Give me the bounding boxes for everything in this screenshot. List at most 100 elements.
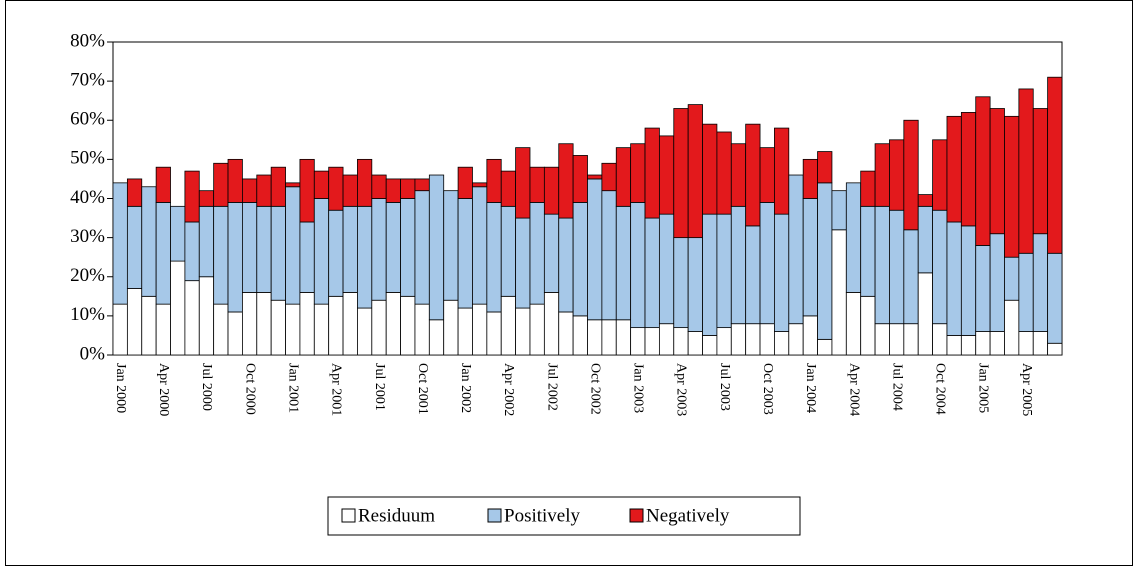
x-tick-label: Jul 2000 (199, 363, 214, 411)
bar-segment (529, 202, 545, 305)
bar-segment (285, 303, 301, 356)
bar-segment (285, 186, 301, 305)
x-tick-label: Jan 2001 (286, 363, 301, 413)
bar-segment (903, 229, 919, 325)
bar-segment (759, 202, 775, 325)
x-tick-label: Jan 2004 (803, 363, 818, 413)
bar-segment (500, 170, 517, 207)
bar-segment (472, 303, 488, 356)
bar-segment (428, 174, 445, 321)
bar-segment (198, 205, 215, 278)
bar-segment (917, 272, 933, 356)
bar-segment (702, 213, 718, 336)
bar-segment (932, 139, 948, 211)
bar-segment (126, 288, 143, 356)
bar-segment (141, 186, 157, 297)
y-tick-label: 50% (70, 148, 105, 169)
bar-segment (112, 182, 128, 305)
bar-segment (1032, 233, 1049, 332)
bar-segment (457, 307, 473, 356)
bar-segment (342, 174, 358, 207)
x-tick-label: Jul 2001 (372, 363, 387, 411)
bar-segment (615, 147, 632, 207)
bar-segment (989, 331, 1005, 356)
bar-segment (472, 186, 488, 305)
bar-segment (486, 311, 502, 356)
bar-segment (989, 233, 1005, 332)
bar-segment (515, 307, 531, 356)
bar-segment (702, 123, 718, 215)
bar-segment (874, 205, 890, 325)
bar-segment (385, 291, 401, 356)
bar-segment (845, 182, 862, 293)
bar-segment (730, 323, 747, 356)
x-tick-label: Jul 2002 (544, 363, 559, 411)
bar-segment (1032, 108, 1049, 235)
bar-segment (817, 338, 833, 356)
bar-segment (601, 162, 617, 192)
bar-segment (817, 151, 833, 184)
bar-segment (1032, 331, 1049, 356)
bar-segment (1018, 331, 1034, 356)
bar-segment (242, 202, 258, 293)
bar-segment (213, 205, 229, 305)
bar-segment (759, 323, 775, 356)
bar-segment (385, 202, 401, 293)
bar-segment (328, 209, 344, 297)
bar-segment (198, 190, 215, 207)
bar-segment (630, 202, 646, 329)
legend-label: Negatively (646, 505, 730, 526)
bar-segment (759, 147, 775, 203)
bar-segment (587, 174, 603, 180)
bar-segment (400, 295, 416, 356)
bar-segment (960, 335, 977, 356)
bar-segment (730, 143, 747, 207)
bar-segment (256, 205, 272, 293)
bar-segment (155, 303, 171, 356)
bar-segment (256, 174, 272, 207)
x-tick-label: Apr 2000 (156, 363, 171, 416)
bar-segment (932, 323, 948, 356)
bar-segment (903, 119, 919, 231)
bar-segment (615, 319, 632, 356)
bar-segment (400, 178, 416, 199)
bar-segment (126, 205, 143, 289)
bar-segment (371, 299, 387, 356)
bar-segment (256, 291, 272, 356)
bar-segment (860, 295, 876, 356)
bar-segment (788, 174, 804, 325)
bar-segment (385, 178, 401, 203)
bar-segment (543, 291, 560, 356)
bar-segment (817, 182, 833, 340)
bar-segment (716, 213, 732, 329)
bar-segment (342, 205, 358, 293)
bar-segment (242, 291, 258, 356)
bar-segment (1004, 256, 1020, 301)
bar-segment (270, 299, 286, 356)
bar-segment (802, 315, 818, 356)
bar-segment (155, 166, 171, 203)
bar-segment (975, 96, 991, 246)
bar-segment (572, 155, 588, 203)
x-tick-label: Oct 2002 (587, 363, 602, 415)
x-tick-label: Oct 2001 (415, 363, 430, 415)
bar-segment (587, 178, 603, 321)
bar-segment (414, 178, 430, 192)
bar-segment (687, 104, 703, 239)
bar-segment (774, 331, 790, 356)
bar-segment (313, 170, 330, 199)
bar-segment (170, 205, 186, 262)
bar-segment (543, 166, 560, 215)
bar-segment (428, 319, 445, 356)
bar-segment (673, 327, 689, 356)
bar-segment (860, 205, 876, 297)
legend-swatch (487, 508, 502, 523)
bar-segment (658, 135, 675, 215)
bar-segment (889, 209, 905, 325)
bar-segment (242, 178, 258, 203)
bar-segment (601, 190, 617, 321)
bar-segment (587, 319, 603, 356)
x-tick-label: Jan 2005 (976, 363, 991, 413)
bar-segment (831, 190, 847, 231)
y-tick-label: 60% (70, 109, 105, 130)
